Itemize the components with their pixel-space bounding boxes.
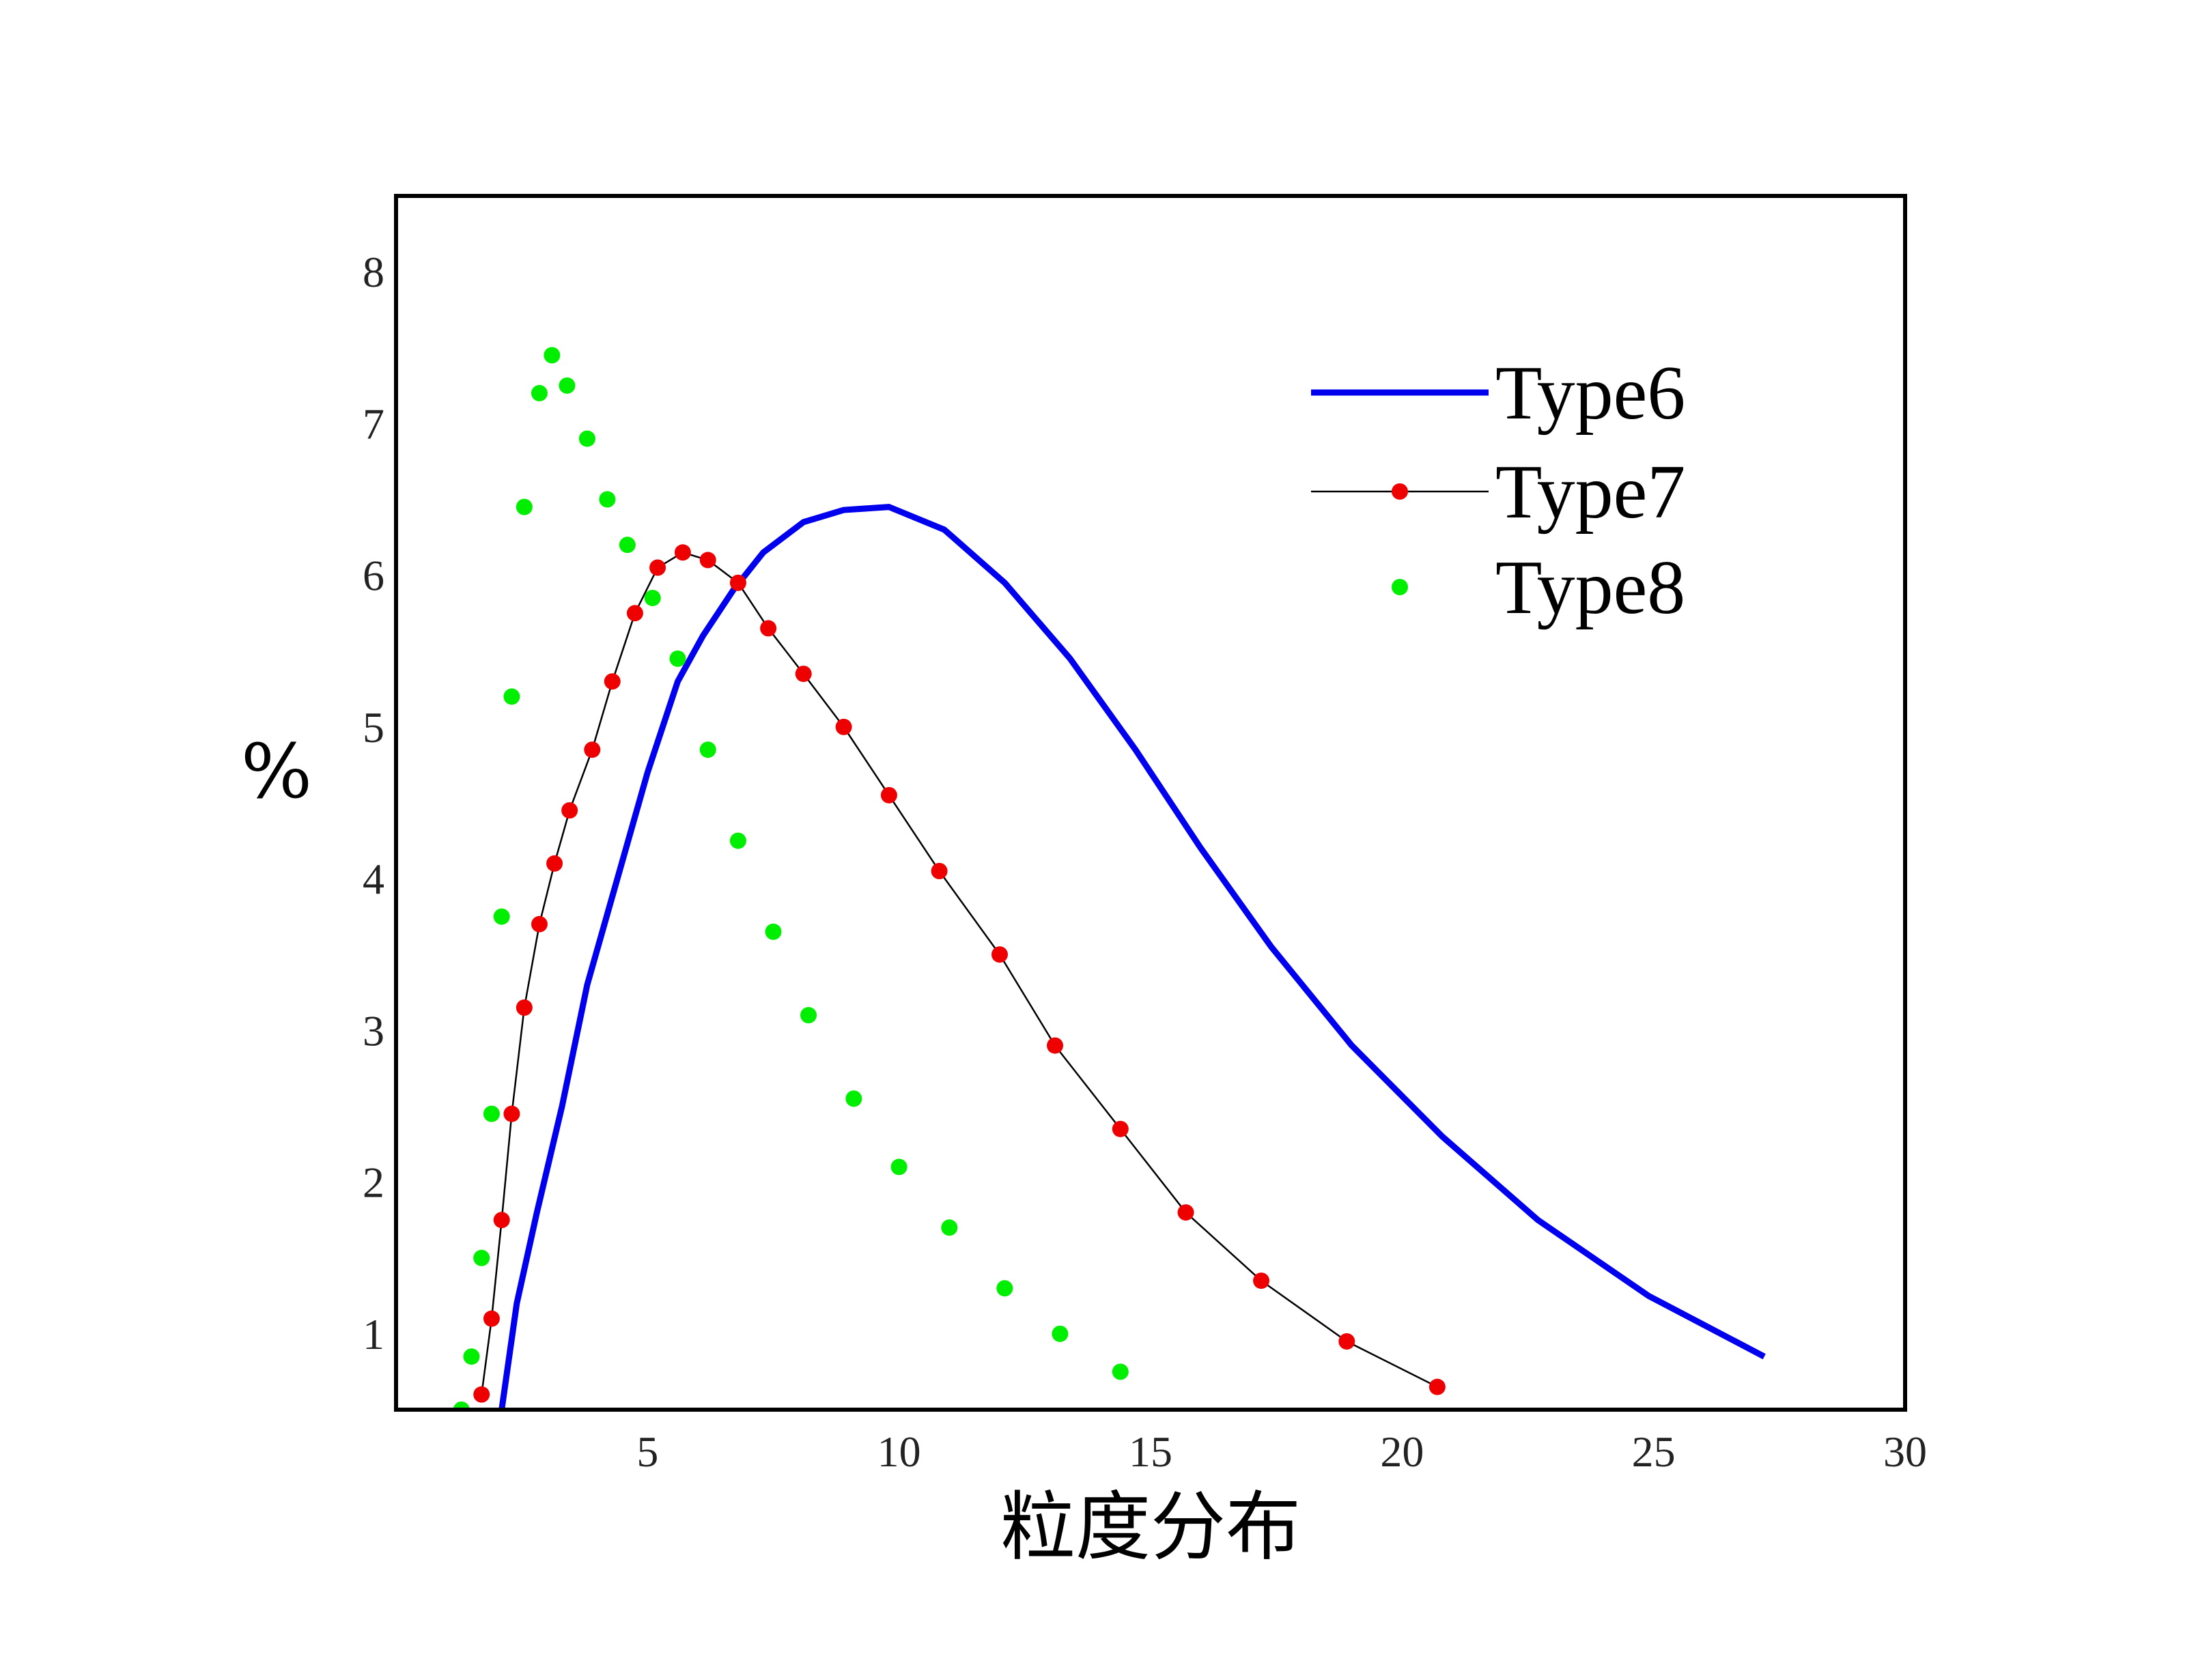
y-tick-label: 3 (363, 1006, 384, 1055)
data-point (599, 491, 616, 508)
data-point (626, 605, 643, 622)
y-axis-ticks: 1 2 3 4 5 6 7 8 (363, 248, 384, 1358)
data-point (931, 863, 948, 880)
series-layer (453, 347, 1766, 1410)
data-point (503, 1105, 520, 1122)
series-type7 (473, 544, 1446, 1403)
data-point (800, 1007, 817, 1024)
data-point (729, 832, 746, 849)
data-point (473, 1386, 490, 1403)
data-point (578, 430, 595, 447)
data-point (516, 999, 533, 1016)
data-point (1112, 1363, 1129, 1380)
data-point (483, 1105, 500, 1122)
y-tick-label: 6 (363, 552, 384, 600)
data-point (991, 946, 1008, 963)
data-point (941, 1219, 958, 1236)
legend-item-type6: Type6 (1311, 351, 1685, 436)
data-point (493, 1212, 510, 1229)
data-point (584, 741, 601, 758)
x-tick-label: 15 (1129, 1427, 1172, 1476)
data-point (1253, 1272, 1270, 1290)
y-tick-label: 1 (363, 1310, 384, 1358)
data-point (1047, 1037, 1064, 1054)
legend-marker-swatch (1392, 579, 1408, 595)
data-point (890, 1158, 907, 1176)
x-tick-label: 25 (1632, 1427, 1676, 1476)
legend-label: Type6 (1495, 351, 1685, 436)
y-axis-title: % (241, 728, 313, 815)
data-point (516, 498, 533, 515)
data-point (760, 620, 777, 637)
data-point (644, 589, 661, 606)
legend-item-type8: Type8 (1392, 545, 1685, 630)
data-point (1052, 1325, 1069, 1342)
y-tick-label: 7 (363, 399, 384, 448)
y-tick-label: 8 (363, 248, 384, 296)
data-point (531, 384, 548, 401)
data-point (604, 673, 621, 690)
data-point (1177, 1204, 1194, 1221)
data-point (669, 650, 686, 667)
series-type6 (498, 504, 1766, 1410)
data-point (729, 574, 746, 591)
data-point (544, 347, 561, 364)
y-tick-label: 2 (363, 1158, 384, 1207)
series-type8 (453, 347, 1129, 1410)
data-point (483, 1310, 500, 1327)
legend-item-type7: Type7 (1311, 450, 1685, 535)
data-point (699, 552, 716, 569)
data-point (795, 666, 812, 683)
data-point (546, 855, 563, 872)
data-point (996, 1280, 1013, 1297)
series-line (498, 504, 1766, 1410)
data-point (674, 544, 691, 561)
data-point (765, 923, 782, 940)
legend-label: Type7 (1495, 450, 1685, 535)
x-tick-label: 5 (636, 1427, 658, 1476)
y-tick-label: 4 (363, 855, 384, 903)
data-point (561, 802, 578, 819)
plot-frame (394, 194, 1907, 1412)
x-axis-title: 粒度分布 (1000, 1483, 1301, 1571)
data-point (1112, 1120, 1129, 1137)
x-tick-label: 10 (877, 1427, 921, 1476)
data-point (845, 1090, 862, 1107)
legend-marker-swatch (1392, 483, 1408, 500)
x-axis-ticks: 5 10 15 20 25 30 (636, 1427, 1927, 1476)
legend-label: Type8 (1495, 545, 1685, 630)
data-point (1338, 1333, 1355, 1350)
data-point (531, 915, 548, 932)
legend: Type6 Type7 Type8 (1311, 351, 1685, 630)
x-tick-label: 20 (1380, 1427, 1424, 1476)
data-point (503, 688, 520, 705)
data-point (649, 559, 666, 576)
data-point (493, 908, 510, 925)
data-point (473, 1249, 490, 1266)
x-tick-label: 30 (1883, 1427, 1927, 1476)
data-point (1428, 1378, 1446, 1395)
data-point (880, 786, 897, 803)
y-tick-label: 5 (363, 703, 384, 752)
data-point (699, 741, 716, 758)
data-point (619, 537, 636, 554)
data-point (835, 718, 852, 735)
data-point (463, 1348, 480, 1365)
data-point (559, 377, 576, 394)
